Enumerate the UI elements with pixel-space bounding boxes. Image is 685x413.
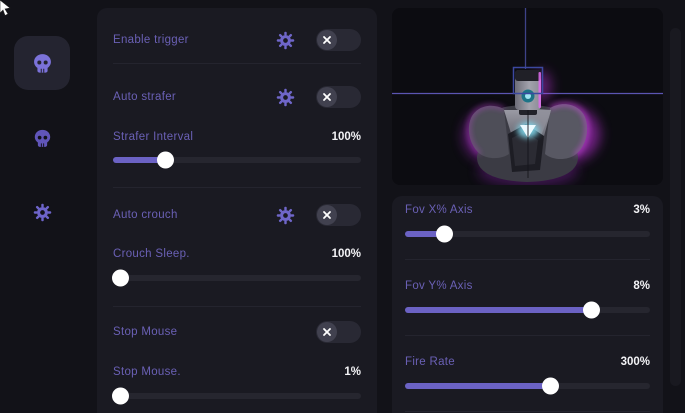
divider [405, 335, 650, 336]
strafer-interval-slider[interactable] [113, 151, 361, 168]
scrollbar[interactable] [670, 28, 681, 386]
slider-fill [113, 151, 175, 168]
skull-icon [32, 128, 53, 149]
slider-knob[interactable] [583, 301, 601, 318]
toggle-knob [317, 205, 337, 225]
fov-head-box [512, 66, 544, 95]
fov-y-slider[interactable] [405, 301, 650, 318]
model-viewer-panel[interactable] [392, 8, 663, 185]
slider-knob[interactable] [112, 269, 130, 286]
settings-panel: Enable trigger [97, 8, 377, 413]
setting-row-auto-strafer: Auto strafer [113, 77, 361, 117]
gear-icon[interactable] [273, 203, 297, 227]
slider-track[interactable] [113, 151, 361, 168]
setting-label: Stop Mouse [113, 326, 178, 338]
slider-fill [112, 387, 130, 404]
auto-crouch-toggle[interactable] [316, 204, 361, 226]
setting-row-strafer-interval: Strafer Interval 100% [113, 129, 361, 145]
auto-strafer-toggle[interactable] [316, 86, 361, 108]
setting-value: 8% [633, 280, 650, 292]
fov-x-slider[interactable] [405, 225, 650, 242]
slider-track[interactable] [405, 225, 650, 242]
stop-mouse-toggle[interactable] [316, 321, 361, 343]
slider-track[interactable] [112, 269, 361, 286]
setting-label: Fov Y% Axis [405, 280, 473, 292]
x-icon [323, 36, 331, 44]
aim-settings-panel: Fov X% Axis 3% Fov Y% Axis 8% Fire Rate … [392, 196, 663, 413]
setting-value: 300% [620, 356, 650, 368]
setting-label: Crouch Sleep. [113, 248, 190, 260]
x-icon [323, 93, 331, 101]
toggle-knob [317, 30, 337, 50]
setting-label: Strafer Interval [113, 131, 194, 143]
toggle-knob [317, 87, 337, 107]
setting-row-fov-x: Fov X% Axis 3% [405, 202, 650, 218]
setting-label: Auto strafer [113, 91, 177, 103]
slider-fill [405, 377, 559, 394]
enable-trigger-toggle[interactable] [316, 29, 361, 51]
setting-value: 100% [331, 131, 361, 143]
fire-rate-slider[interactable] [405, 377, 650, 394]
slider-knob[interactable] [541, 377, 559, 394]
x-icon [323, 328, 331, 336]
slider-fill [405, 225, 454, 242]
setting-value: 100% [331, 248, 361, 260]
setting-row-fire-rate: Fire Rate 300% [405, 354, 650, 370]
setting-label: Fov X% Axis [405, 204, 473, 216]
setting-value: 3% [633, 204, 650, 216]
slider-fill [405, 301, 601, 318]
divider [113, 63, 361, 64]
sidebar-item-settings[interactable] [14, 185, 70, 239]
setting-label: Fire Rate [405, 356, 455, 368]
divider [405, 411, 650, 412]
robot-bust [463, 70, 600, 185]
robot-bust-preview [392, 8, 663, 185]
divider [113, 187, 361, 188]
setting-label: Auto crouch [113, 209, 178, 221]
setting-row-crouch-sleep: Crouch Sleep. 100% [113, 246, 361, 262]
setting-row-auto-crouch: Auto crouch [113, 195, 361, 235]
gear-icon[interactable] [273, 85, 297, 109]
setting-value: 1% [344, 366, 361, 378]
gear-icon [32, 202, 53, 223]
divider [113, 306, 361, 307]
stop-mouse-slider[interactable] [112, 387, 361, 404]
sidebar-item-triggerbot[interactable] [14, 36, 70, 90]
sidebar [0, 0, 96, 413]
slider-fill [112, 269, 130, 286]
divider [405, 259, 650, 260]
setting-label: Enable trigger [113, 34, 189, 46]
gear-icon[interactable] [273, 28, 297, 52]
setting-label: Stop Mouse. [113, 366, 181, 378]
toggle-knob [317, 322, 337, 342]
slider-track[interactable] [112, 387, 361, 404]
crouch-sleep-slider[interactable] [112, 269, 361, 286]
skull-icon [31, 52, 54, 75]
slider-track[interactable] [405, 301, 650, 318]
slider-knob[interactable] [436, 225, 454, 242]
setting-row-fov-y: Fov Y% Axis 8% [405, 278, 650, 294]
slider-track[interactable] [405, 377, 650, 394]
slider-knob[interactable] [157, 151, 175, 168]
setting-row-enable-trigger: Enable trigger [113, 20, 361, 60]
slider-knob[interactable] [112, 387, 130, 404]
x-icon [323, 211, 331, 219]
setting-row-stop-mouse-amount: Stop Mouse. 1% [113, 364, 361, 380]
sidebar-item-player[interactable] [14, 111, 70, 165]
setting-row-stop-mouse: Stop Mouse [113, 312, 361, 352]
